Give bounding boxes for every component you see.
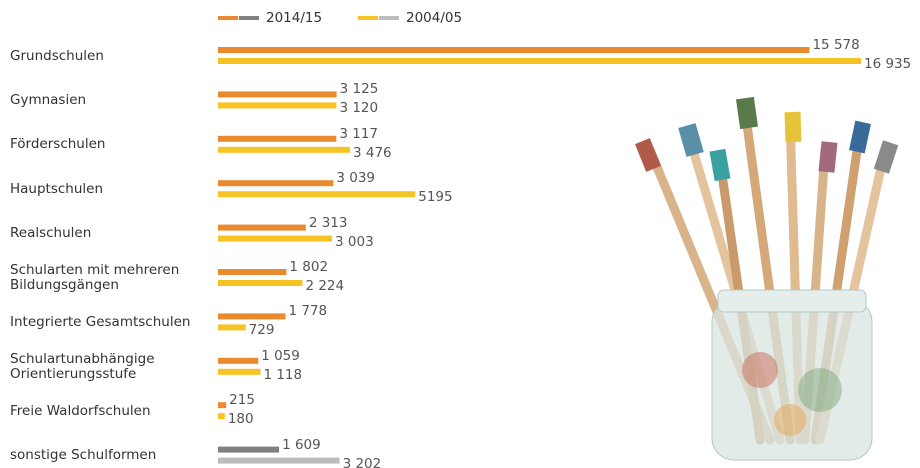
value-label: 5195 [418, 189, 453, 206]
bar [218, 269, 287, 275]
value-label: 3 202 [342, 455, 382, 468]
legend-swatch [358, 16, 378, 20]
value-label: 2 224 [305, 278, 345, 294]
legend-label: 2004/05 [406, 10, 463, 26]
bar [218, 368, 261, 375]
legend-swatch [379, 16, 399, 20]
brush-jar-illustration [634, 96, 899, 461]
category-label: Hauptschulen [10, 180, 104, 197]
value-label: 1 802 [289, 259, 329, 275]
value-label: 3 476 [352, 144, 392, 161]
bar [218, 224, 306, 231]
bar [218, 402, 227, 409]
bar [218, 102, 337, 109]
value-label: 3 039 [336, 170, 376, 187]
bar [218, 457, 340, 464]
bar [218, 47, 810, 53]
category-label: Integrierte Gesamtschulen [10, 313, 191, 330]
bar [218, 313, 286, 320]
category-label: Gymnasien [10, 91, 87, 108]
value-label: 3 125 [339, 81, 379, 98]
category-label: Schularten mit mehreren Bildungsgängen [10, 262, 180, 293]
value-label: 3 003 [335, 233, 374, 250]
category-label: Förderschulen [10, 136, 106, 153]
value-label: 1 059 [261, 347, 300, 364]
category-label: sonstige Schulformen [10, 447, 157, 464]
bar [218, 413, 225, 420]
value-label: 1 609 [282, 436, 321, 453]
value-label: 2 313 [308, 214, 348, 231]
value-label: 215 [229, 392, 255, 409]
value-label: 15 578 [812, 37, 860, 53]
value-label: 16 935 [864, 56, 912, 72]
legend-label: 2014/15 [266, 10, 323, 26]
bar [218, 324, 246, 331]
value-label: 3 117 [339, 125, 378, 142]
bar [218, 91, 337, 98]
bar [218, 135, 337, 142]
value-label: 3 120 [339, 100, 379, 117]
value-label: 1 778 [288, 303, 328, 320]
value-label: 1 118 [263, 366, 303, 383]
bar [218, 191, 416, 198]
category-label: Realschulen [10, 225, 92, 242]
bar [218, 58, 861, 64]
bar [218, 446, 280, 453]
category-label: Grundschulen [10, 47, 104, 64]
bar [218, 180, 334, 187]
value-label: 729 [248, 322, 275, 339]
category-label: Freie Waldorfschulen [10, 402, 151, 419]
bar [218, 146, 350, 153]
category-label: Schulartunabhängige Orientierungsstufe [10, 350, 155, 382]
bar [218, 280, 303, 286]
bar [218, 357, 259, 364]
legend-swatch [239, 16, 259, 20]
value-label: 180 [227, 411, 254, 428]
bar [218, 235, 333, 242]
legend-swatch [218, 16, 238, 20]
